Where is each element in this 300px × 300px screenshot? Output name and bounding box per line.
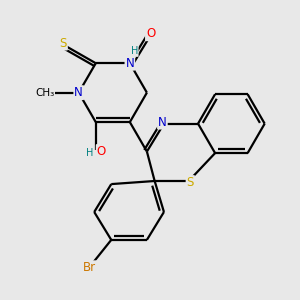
Text: N: N (125, 57, 134, 70)
Text: Br: Br (83, 261, 96, 274)
Text: H: H (131, 46, 138, 56)
Text: H: H (86, 148, 93, 158)
Text: CH₃: CH₃ (35, 88, 54, 98)
Text: S: S (59, 37, 67, 50)
Text: O: O (97, 145, 106, 158)
Text: N: N (158, 116, 167, 129)
Text: S: S (187, 176, 194, 189)
Text: N: N (74, 86, 83, 99)
Text: O: O (146, 27, 155, 40)
